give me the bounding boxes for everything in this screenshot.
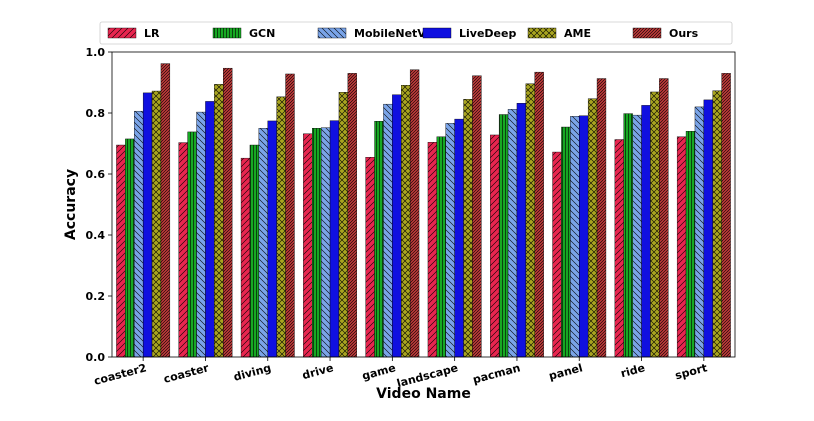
legend-label-ame: AME [564,27,591,40]
x-tick-label-coaster: coaster [162,361,211,386]
bar-gcn-ride [623,113,633,358]
bar-lr-panel [552,151,562,358]
legend-swatch-gcn [212,27,242,39]
bar-ame-ride [650,91,660,358]
x-tick-label-sport: sport [674,361,709,382]
legend-label-gcn: GCN [249,27,275,40]
bar-gcn-panel [561,126,571,358]
bar-ame-pacman [525,83,535,358]
x-tick-label-coaster2: coaster2 [93,361,148,387]
legend-label-ours: Ours [669,27,699,40]
bar-ame-game [401,85,411,358]
bar-lr-drive [303,133,313,358]
bar-ours-landscape [472,75,482,358]
bar-ours-panel [596,78,607,358]
bar-ours-ride [659,78,669,358]
x-tick-label-panel: panel [547,361,584,382]
bar-gcn-coaster2 [125,138,135,358]
bar-lr-coaster [178,142,188,358]
bar-mobilenetv2-coaster2 [134,110,144,358]
bar-ours-diving [285,73,295,358]
bar-ours-game [409,69,420,358]
bar-gcn-pacman [498,114,509,358]
bar-livedeep-pacman [516,103,527,358]
legend-swatch-lr [107,27,137,39]
bar-livedeep-coaster2 [142,92,153,358]
bar-mobilenetv2-coaster [196,111,206,358]
bar-lr-coaster2 [116,144,126,358]
bar-ours-coaster [223,67,233,358]
bar-livedeep-diving [267,120,277,358]
bar-ours-coaster2 [160,63,171,358]
y-tick-label: 0.0 [86,351,106,364]
x-tick-label-game: game [361,361,397,382]
y-axis-title: Accuracy [63,169,79,240]
bar-lr-diving [240,157,251,358]
legend-label-lr: LR [144,27,160,40]
bar-ours-drive [347,73,357,358]
bar-gcn-coaster [187,131,197,358]
y-axis: 0.0 0.2 0.4 0.6 0.8 1.0 [86,46,112,364]
x-axis-title: Video Name [376,386,471,402]
bar-gcn-game [374,121,384,358]
bar-livedeep-coaster [205,101,215,358]
legend-swatch-ours [632,27,662,39]
bar-ame-diving [276,96,286,358]
bar-lr-sport [676,136,687,358]
bar-ame-sport [712,90,722,358]
bar-livedeep-game [392,94,402,358]
legend: LR GCN MobileNetV2 LiveDeep AME Ours [99,21,733,45]
bar-gcn-sport [685,131,696,358]
legend-swatch-livedeep [422,27,452,39]
bar-mobilenetv2-game [383,103,393,358]
bar-ours-pacman [534,71,544,358]
bar-livedeep-landscape [454,118,464,358]
bar-gcn-landscape [436,136,446,358]
legend-label-mobilenetv2: MobileNetV2 [354,27,433,40]
bar-gcn-drive [312,128,322,358]
bar-livedeep-drive [329,120,340,358]
bar-ours-sport [721,73,731,358]
bar-lr-landscape [427,142,438,358]
bar-ame-coaster2 [151,90,162,358]
bars-group [116,63,731,358]
y-tick-label: 0.6 [86,168,106,181]
bar-mobilenetv2-drive [320,127,331,358]
y-tick-label: 0.2 [86,290,106,303]
x-tick-label-drive: drive [301,361,335,382]
bar-gcn-diving [249,144,260,358]
bar-mobilenetv2-ride [632,114,642,358]
legend-swatch-mobilenetv2 [317,27,347,39]
bar-ame-coaster [214,84,224,358]
bar-mobilenetv2-landscape [445,123,455,358]
bar-ame-panel [587,98,598,358]
bar-mobilenetv2-sport [694,106,705,358]
bar-lr-game [365,157,375,358]
plot-frame [111,51,736,358]
bar-ame-landscape [463,99,473,358]
x-tick-label-pacman: pacman [471,361,521,386]
legend-swatch-ame [527,27,557,39]
bar-mobilenetv2-pacman [507,109,518,358]
y-tick-label: 0.4 [86,229,106,242]
legend-box [99,21,733,45]
bar-livedeep-panel [579,115,589,358]
bar-livedeep-sport [703,99,713,358]
bar-mobilenetv2-diving [258,128,268,358]
bar-lr-pacman [490,134,500,358]
bar-mobilenetv2-panel [570,116,580,358]
y-tick-label: 1.0 [86,46,106,59]
x-tick-label-ride: ride [619,361,646,380]
legend-label-livedeep: LiveDeep [459,27,516,40]
y-tick-label: 0.8 [86,107,106,120]
bar-ame-drive [338,92,349,358]
x-tick-label-diving: diving [232,361,272,383]
bar-livedeep-ride [641,105,651,358]
bar-lr-ride [614,139,624,358]
